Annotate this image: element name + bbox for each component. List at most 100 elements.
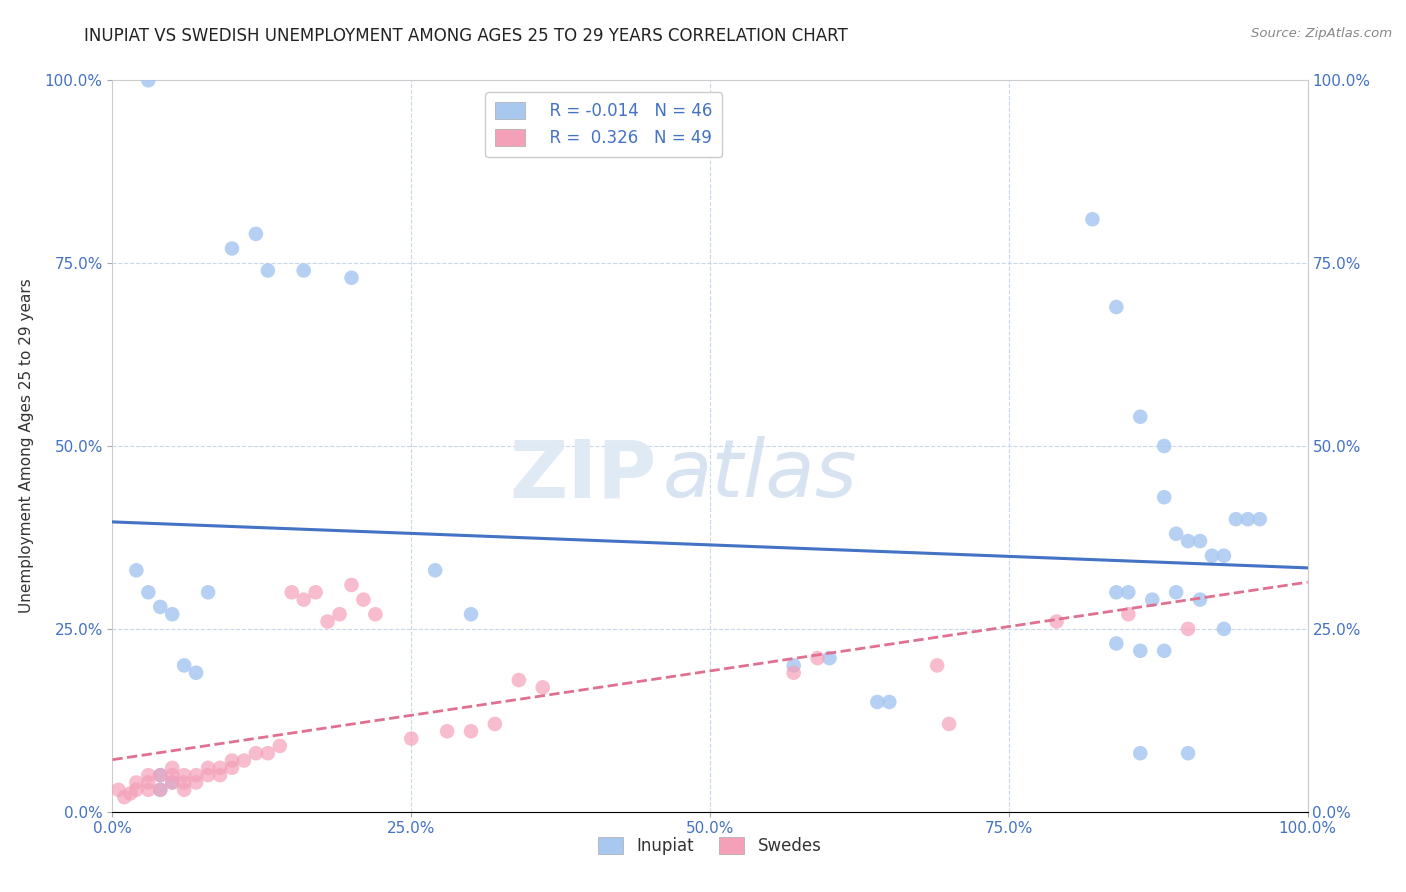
Point xyxy=(149,768,172,782)
Point xyxy=(1153,490,1175,504)
Point xyxy=(221,242,243,256)
Point xyxy=(125,563,148,577)
Point xyxy=(173,768,195,782)
Text: Source: ZipAtlas.com: Source: ZipAtlas.com xyxy=(1251,27,1392,40)
Point xyxy=(1249,512,1271,526)
Point xyxy=(245,746,267,760)
Point xyxy=(1129,746,1152,760)
Point xyxy=(401,731,423,746)
Point xyxy=(186,665,208,680)
Point xyxy=(1105,300,1128,314)
Point xyxy=(316,615,339,629)
Point xyxy=(162,768,183,782)
Point xyxy=(1189,592,1212,607)
Point xyxy=(1118,585,1140,599)
Point xyxy=(340,270,363,285)
Point xyxy=(1177,746,1199,760)
Point xyxy=(173,775,195,789)
Point xyxy=(425,563,447,577)
Point xyxy=(149,599,172,614)
Point xyxy=(879,695,901,709)
Point xyxy=(364,607,387,622)
Point xyxy=(197,585,219,599)
Point xyxy=(292,592,315,607)
Point xyxy=(269,739,291,753)
Point xyxy=(818,651,841,665)
Point xyxy=(1213,622,1236,636)
Point xyxy=(938,717,960,731)
Point xyxy=(531,681,554,695)
Point xyxy=(149,768,172,782)
Point xyxy=(1237,512,1260,526)
Point xyxy=(221,761,243,775)
Point xyxy=(138,73,160,87)
Text: ZIP: ZIP xyxy=(509,436,657,515)
Point xyxy=(1189,534,1212,549)
Point xyxy=(107,782,129,797)
Point xyxy=(125,782,148,797)
Point xyxy=(1105,636,1128,650)
Point xyxy=(186,775,208,789)
Point xyxy=(257,263,280,277)
Point xyxy=(782,658,804,673)
Point xyxy=(292,263,315,277)
Point xyxy=(138,775,160,789)
Point xyxy=(352,592,374,607)
Point xyxy=(340,578,363,592)
Point xyxy=(1213,549,1236,563)
Point xyxy=(149,782,172,797)
Point xyxy=(162,775,183,789)
Point xyxy=(114,790,135,805)
Point xyxy=(1081,212,1104,227)
Point xyxy=(1177,622,1199,636)
Point xyxy=(1177,534,1199,549)
Point xyxy=(257,746,280,760)
Point xyxy=(927,658,949,673)
Point xyxy=(209,761,232,775)
Point xyxy=(460,607,482,622)
Text: INUPIAT VS SWEDISH UNEMPLOYMENT AMONG AGES 25 TO 29 YEARS CORRELATION CHART: INUPIAT VS SWEDISH UNEMPLOYMENT AMONG AG… xyxy=(84,27,848,45)
Point xyxy=(866,695,889,709)
Point xyxy=(484,717,506,731)
Point xyxy=(138,585,160,599)
Point xyxy=(1166,585,1188,599)
Text: atlas: atlas xyxy=(662,436,858,515)
Point xyxy=(305,585,328,599)
Point xyxy=(1153,644,1175,658)
Point xyxy=(782,665,804,680)
Point xyxy=(120,787,142,801)
Point xyxy=(1166,526,1188,541)
Point xyxy=(1046,615,1069,629)
Point xyxy=(245,227,267,241)
Point xyxy=(209,768,232,782)
Point xyxy=(162,607,183,622)
Point xyxy=(436,724,458,739)
Point xyxy=(233,754,256,768)
Point xyxy=(197,761,219,775)
Point xyxy=(125,775,148,789)
Legend: Inupiat, Swedes: Inupiat, Swedes xyxy=(592,830,828,862)
Point xyxy=(138,782,160,797)
Point xyxy=(173,782,195,797)
Point xyxy=(149,782,172,797)
Point xyxy=(1201,549,1223,563)
Point xyxy=(221,754,243,768)
Point xyxy=(807,651,830,665)
Point xyxy=(460,724,482,739)
Point xyxy=(1118,607,1140,622)
Point xyxy=(197,768,219,782)
Point xyxy=(173,658,195,673)
Point xyxy=(1129,644,1152,658)
Point xyxy=(508,673,530,687)
Point xyxy=(162,775,183,789)
Point xyxy=(1105,585,1128,599)
Y-axis label: Unemployment Among Ages 25 to 29 years: Unemployment Among Ages 25 to 29 years xyxy=(18,278,34,614)
Point xyxy=(138,768,160,782)
Point xyxy=(162,761,183,775)
Point xyxy=(329,607,352,622)
Point xyxy=(186,768,208,782)
Point xyxy=(1142,592,1164,607)
Point xyxy=(1225,512,1247,526)
Point xyxy=(1129,409,1152,424)
Point xyxy=(281,585,304,599)
